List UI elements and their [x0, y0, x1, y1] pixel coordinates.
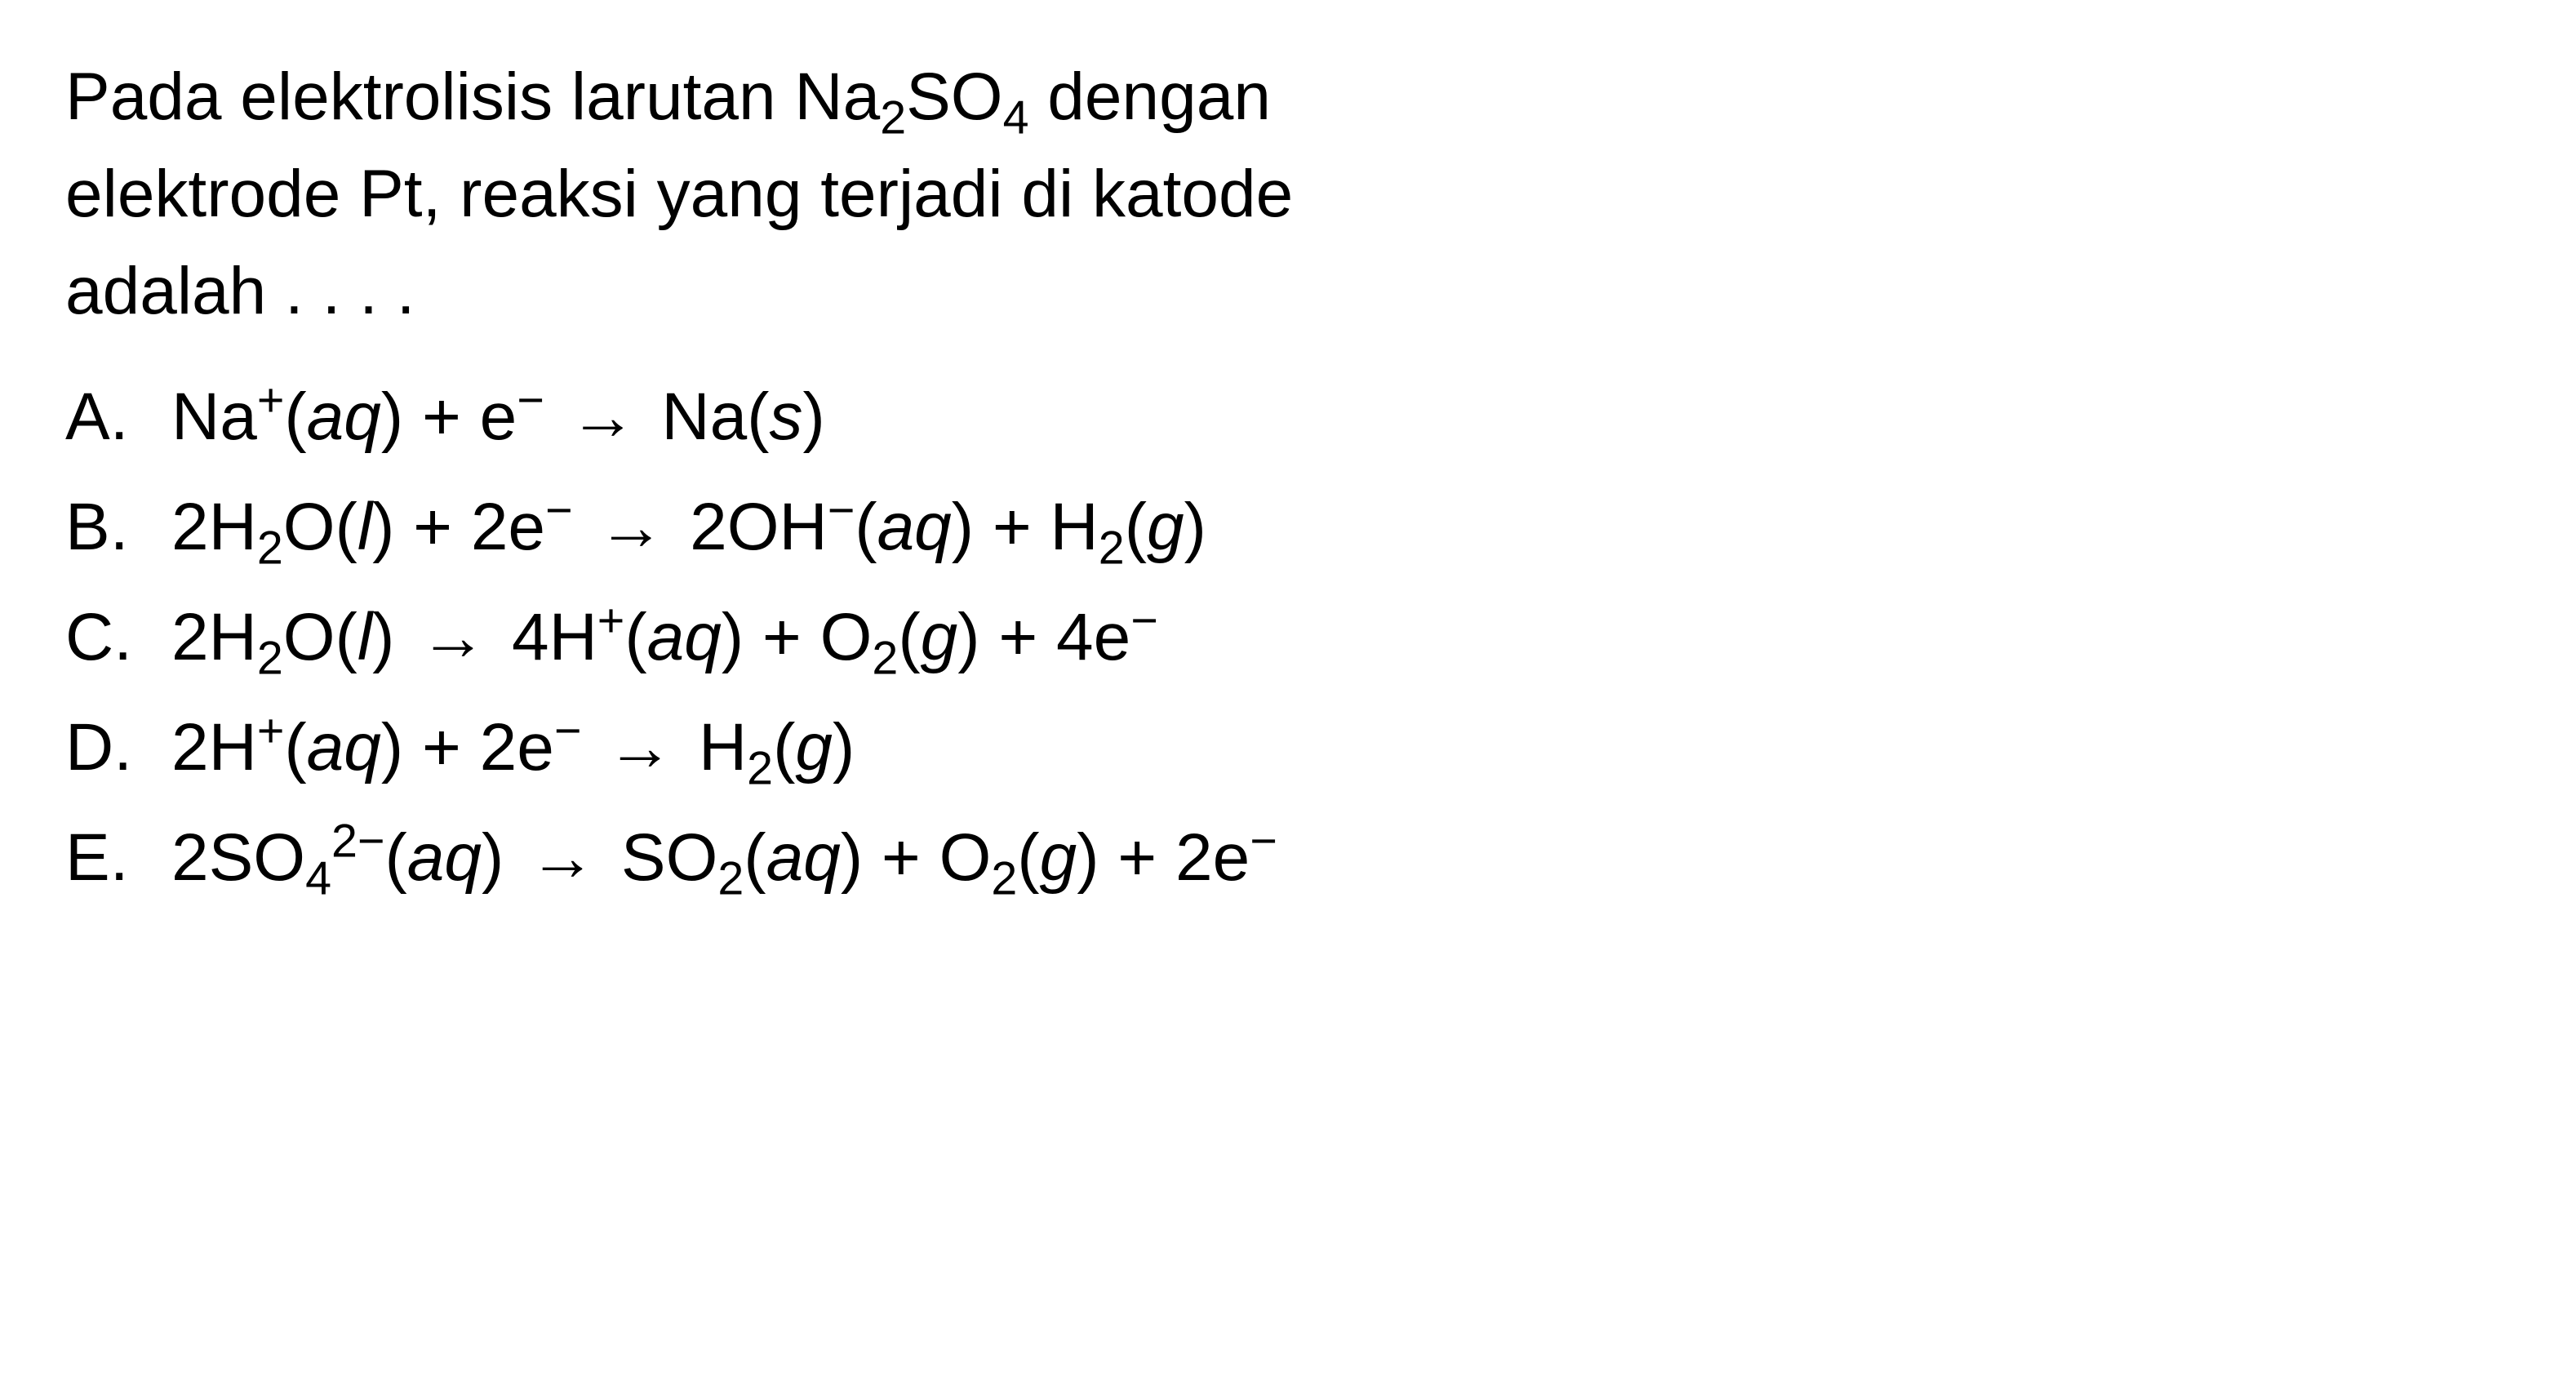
a-sup2: −: [517, 374, 544, 426]
d-sup2: −: [554, 705, 582, 758]
e-p5: (: [744, 820, 766, 895]
b-state1: l: [358, 490, 372, 564]
e-sub1: 4: [305, 852, 331, 904]
c-p1: 2H: [171, 600, 257, 674]
c-p7: (: [898, 600, 920, 674]
a-sup1: +: [257, 374, 285, 426]
e-state3: g: [1040, 820, 1077, 895]
option-e-content: 2SO42−(aq) → SO2(aq) + O2(g) + 2e−: [171, 806, 2511, 909]
question-text: Pada elektrolisis larutan Na2SO4 dengan …: [65, 49, 2511, 340]
c-p5: (: [624, 600, 646, 674]
b-state2: aq: [877, 490, 952, 564]
c-sub2: 2: [872, 632, 898, 684]
option-c: C. 2H2O(l) → 4H+(aq) + O2(g) + 4e−: [65, 585, 2511, 689]
option-b-letter: B.: [65, 475, 171, 579]
d-p3: ) + 2e: [381, 710, 554, 784]
q-line1-mid: SO: [906, 60, 1002, 134]
option-b: B. 2H2O(l) + 2e− → 2OH−(aq) + H2(g): [65, 475, 2511, 579]
e-p4: SO: [621, 820, 717, 895]
d-p2: (: [284, 710, 306, 784]
e-state1: aq: [407, 820, 482, 895]
c-p6: ) + O: [722, 600, 873, 674]
e-state2: aq: [766, 820, 841, 895]
q-sub2: 4: [1003, 91, 1029, 144]
b-arrow: →: [597, 475, 664, 579]
d-p4: H: [699, 710, 747, 784]
e-sup1: 2−: [331, 816, 384, 868]
q-line1-suffix: dengan: [1029, 60, 1271, 134]
option-a-letter: A.: [65, 365, 171, 469]
option-b-content: 2H2O(l) + 2e− → 2OH−(aq) + H2(g): [171, 475, 2511, 579]
a-p1: Na: [171, 380, 257, 454]
e-sub3: 2: [991, 852, 1017, 904]
b-sub1: 2: [257, 522, 283, 574]
c-state3: g: [921, 600, 958, 674]
b-p5: (: [855, 490, 877, 564]
b-p1: 2H: [171, 490, 257, 564]
e-p3: ): [482, 820, 504, 895]
b-p8: ): [1184, 490, 1206, 564]
b-p3: ) + 2e: [372, 490, 545, 564]
c-p4: 4H: [512, 600, 597, 674]
d-state1: aq: [307, 710, 381, 784]
b-sup1: −: [545, 484, 573, 536]
option-c-letter: C.: [65, 585, 171, 689]
e-p7: (: [1017, 820, 1039, 895]
e-p1: 2SO: [171, 820, 305, 895]
q-line3: adalah . . . .: [65, 254, 415, 328]
e-p2: (: [384, 820, 406, 895]
b-state3: g: [1147, 490, 1184, 564]
question-container: Pada elektrolisis larutan Na2SO4 dengan …: [65, 49, 2511, 909]
q-sub1: 2: [880, 91, 906, 144]
a-p3: ) + e: [381, 380, 517, 454]
option-c-content: 2H2O(l) → 4H+(aq) + O2(g) + 4e−: [171, 585, 2511, 689]
c-p8: ) + 4e: [957, 600, 1130, 674]
option-d: D. 2H+(aq) + 2e− → H2(g): [65, 696, 2511, 799]
a-p4: Na(: [661, 380, 769, 454]
c-sub1: 2: [257, 632, 283, 684]
c-state1: l: [358, 600, 372, 674]
a-arrow: →: [570, 365, 637, 469]
d-state2: g: [795, 710, 833, 784]
option-a-content: Na+(aq) + e− → Na(s): [171, 365, 2511, 469]
option-a: A. Na+(aq) + e− → Na(s): [65, 365, 2511, 469]
e-p6: ) + O: [841, 820, 992, 895]
c-sup1: +: [597, 595, 625, 647]
b-p6: ) + H: [952, 490, 1099, 564]
b-p7: (: [1125, 490, 1147, 564]
c-arrow: →: [420, 585, 486, 689]
e-arrow: →: [529, 806, 596, 909]
d-p5: (: [773, 710, 795, 784]
a-state2: s: [770, 380, 803, 454]
b-p2: O(: [283, 490, 358, 564]
c-sup2: −: [1130, 595, 1158, 647]
q-line1-prefix: Pada elektrolisis larutan Na: [65, 60, 880, 134]
d-arrow: →: [606, 696, 673, 799]
c-state2: aq: [647, 600, 722, 674]
b-p4: 2OH: [690, 490, 828, 564]
e-p8: ) + 2e: [1077, 820, 1250, 895]
e-sub2: 2: [717, 852, 744, 904]
d-sub1: 2: [747, 742, 773, 794]
c-p3: ): [372, 600, 394, 674]
b-sub2: 2: [1099, 522, 1125, 574]
b-sup2: −: [828, 484, 855, 536]
a-p2: (: [284, 380, 306, 454]
a-state1: aq: [307, 380, 381, 454]
d-p6: ): [833, 710, 855, 784]
d-p1: 2H: [171, 710, 257, 784]
a-p5: ): [803, 380, 825, 454]
option-d-content: 2H+(aq) + 2e− → H2(g): [171, 696, 2511, 799]
option-e: E. 2SO42−(aq) → SO2(aq) + O2(g) + 2e−: [65, 806, 2511, 909]
option-d-letter: D.: [65, 696, 171, 799]
e-sup2: −: [1250, 816, 1277, 868]
d-sup1: +: [257, 705, 285, 758]
option-e-letter: E.: [65, 806, 171, 909]
q-line2: elektrode Pt, reaksi yang terjadi di kat…: [65, 157, 1293, 231]
options-list: A. Na+(aq) + e− → Na(s) B. 2H2O(l) + 2e−…: [65, 365, 2511, 909]
c-p2: O(: [283, 600, 358, 674]
